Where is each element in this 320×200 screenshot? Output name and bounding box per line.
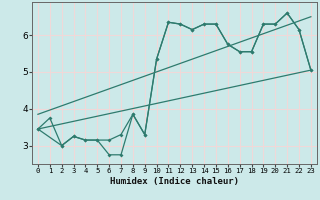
X-axis label: Humidex (Indice chaleur): Humidex (Indice chaleur) xyxy=(110,177,239,186)
